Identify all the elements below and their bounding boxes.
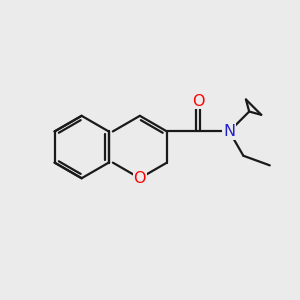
Text: O: O [192, 94, 204, 109]
Text: N: N [223, 124, 236, 139]
Text: O: O [134, 171, 146, 186]
